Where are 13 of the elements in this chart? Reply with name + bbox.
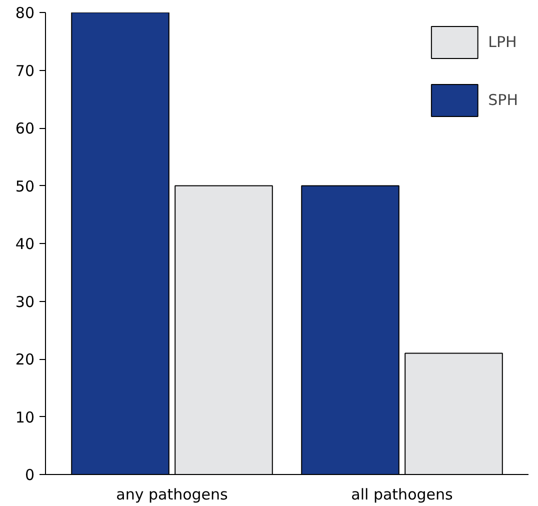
y-tick-label: 30: [15, 292, 35, 311]
y-tick-label: 60: [15, 120, 35, 138]
y-tick-label: 0: [24, 466, 35, 484]
x-tick-label: all pathogens: [351, 486, 454, 504]
y-tick-label: 40: [15, 235, 35, 253]
legend-label: LPH: [488, 33, 517, 51]
y-tick-label: 50: [15, 177, 35, 196]
y-tick-label: 70: [15, 62, 35, 80]
legend-label: SPH: [488, 91, 518, 109]
y-tick-label: 80: [15, 4, 35, 22]
y-tick-label: 20: [15, 350, 35, 368]
x-tick-label: any pathogens: [116, 486, 228, 504]
y-tick-label: 10: [15, 408, 35, 426]
